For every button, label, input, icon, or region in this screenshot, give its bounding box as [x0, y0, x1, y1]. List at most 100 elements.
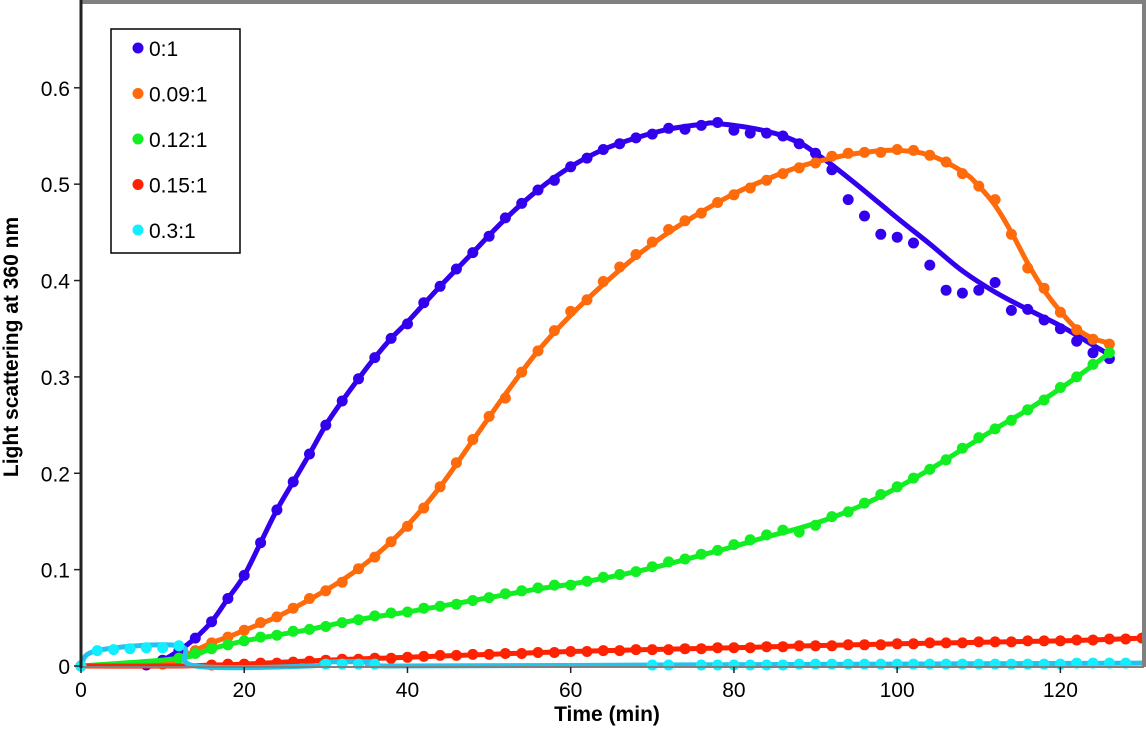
data-point: [793, 138, 805, 150]
data-point: [826, 640, 838, 652]
data-point: [1005, 414, 1017, 426]
data-point: [434, 280, 446, 292]
data-point: [206, 643, 218, 655]
data-point: [663, 122, 675, 134]
data-point: [793, 162, 805, 174]
data-point: [402, 651, 413, 663]
data-point: [108, 644, 120, 656]
data-point: [940, 156, 952, 168]
data-point: [630, 132, 642, 144]
data-point: [467, 648, 479, 660]
data-point: [336, 576, 348, 588]
legend-marker: [132, 133, 144, 145]
data-point: [597, 144, 609, 155]
data-point: [956, 442, 968, 454]
data-point: [679, 553, 691, 565]
data-point: [663, 644, 675, 656]
data-point: [516, 648, 528, 659]
data-point: [565, 646, 577, 657]
data-point: [581, 294, 593, 306]
data-point: [989, 194, 1001, 206]
legend-label: 0.3:1: [149, 220, 196, 243]
data-point: [402, 606, 413, 618]
data-point: [369, 352, 381, 364]
data-point: [842, 506, 854, 518]
data-point: [483, 648, 495, 660]
data-point: [336, 617, 348, 629]
legend-marker: [132, 88, 144, 99]
data-point: [712, 659, 724, 671]
data-point: [418, 602, 430, 614]
data-point: [418, 297, 430, 309]
data-point: [777, 130, 789, 142]
data-point: [614, 645, 626, 657]
x-axis-title: Time (min): [554, 703, 660, 726]
legend-label: 0.09:1: [149, 84, 207, 107]
data-point: [973, 284, 985, 296]
data-point: [1005, 636, 1017, 648]
data-point: [1103, 338, 1115, 350]
data-point: [353, 373, 364, 385]
data-point: [777, 641, 789, 653]
data-point: [679, 643, 691, 655]
data-point: [418, 502, 430, 514]
data-point: [206, 616, 218, 628]
data-point: [744, 534, 756, 546]
data-point: [597, 645, 609, 657]
legend-marker: [132, 42, 144, 54]
data-point: [189, 648, 201, 659]
data-point: [630, 566, 642, 578]
legend-marker: [132, 224, 144, 236]
legend-entry: 0:1: [132, 38, 178, 61]
data-point: [304, 448, 315, 460]
x-tick-label: 120: [1043, 679, 1078, 702]
data-point: [255, 631, 267, 643]
data-point: [173, 652, 185, 664]
data-point: [91, 645, 103, 657]
data-point: [810, 519, 821, 531]
data-point: [956, 637, 968, 649]
y-tick-label: 0.2: [41, 463, 70, 486]
data-point: [434, 649, 446, 661]
legend-entry: 0.12:1: [132, 129, 207, 152]
data-point: [238, 569, 250, 581]
data-point: [402, 318, 413, 330]
data-point: [973, 432, 985, 444]
data-point: [810, 147, 821, 159]
data-point: [663, 224, 675, 235]
data-point: [826, 150, 838, 162]
data-point: [810, 640, 821, 652]
series-layer: [75, 117, 1146, 672]
data-point: [532, 647, 544, 658]
x-tick-label: 20: [233, 679, 256, 702]
data-point: [891, 144, 903, 155]
data-point: [548, 325, 560, 337]
series-0-1: [75, 117, 1115, 672]
data-point: [761, 127, 773, 139]
data-point: [1103, 347, 1115, 359]
data-point: [385, 607, 397, 619]
data-point: [777, 168, 789, 180]
data-point: [614, 569, 626, 580]
data-point: [614, 261, 626, 273]
data-point: [369, 551, 381, 563]
data-point: [467, 434, 479, 445]
data-point: [614, 138, 626, 150]
data-point: [908, 237, 919, 249]
data-point: [304, 593, 315, 604]
data-point: [238, 635, 250, 647]
data-point: [565, 161, 577, 173]
data-point: [418, 650, 430, 662]
data-point: [761, 659, 773, 671]
data-point: [271, 504, 283, 516]
data-point: [859, 639, 870, 651]
data-point: [124, 643, 136, 655]
data-point: [859, 146, 870, 158]
data-point: [1022, 262, 1034, 274]
data-point: [499, 212, 511, 224]
data-point: [222, 639, 234, 651]
data-point: [940, 284, 952, 296]
data-point: [630, 644, 642, 656]
data-point: [320, 419, 332, 431]
